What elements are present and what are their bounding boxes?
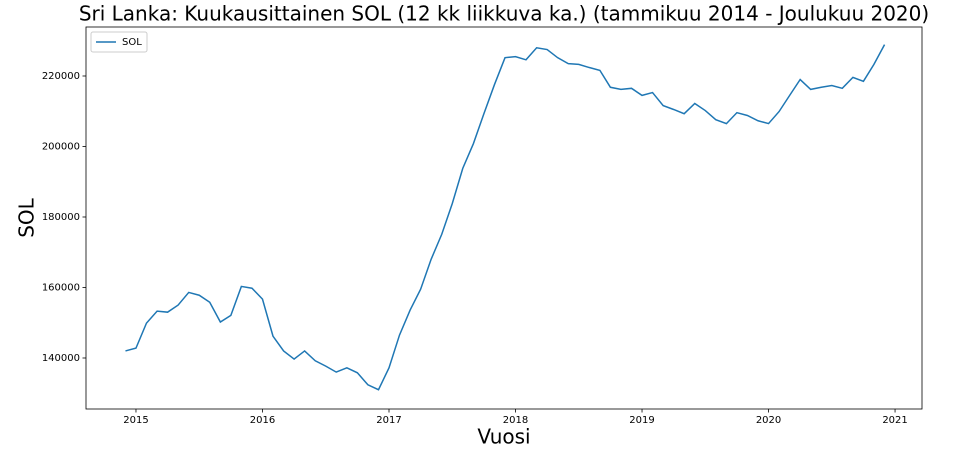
x-tick-label: 2017 bbox=[376, 415, 401, 426]
y-tick-label: 140000 bbox=[42, 353, 80, 364]
y-tick-label: 220000 bbox=[42, 71, 80, 82]
plot-frame bbox=[85, 26, 923, 410]
x-tick-label: 2018 bbox=[503, 415, 528, 426]
x-axis-label: Vuosi bbox=[477, 425, 530, 449]
chart-title: Sri Lanka: Kuukausittainen SOL (12 kk li… bbox=[79, 2, 929, 26]
y-tick-label: 180000 bbox=[42, 212, 80, 223]
x-tick-label: 2015 bbox=[123, 415, 148, 426]
x-tick-label: 2020 bbox=[756, 415, 781, 426]
y-tick-label: 160000 bbox=[42, 282, 80, 293]
x-tick-label: 2021 bbox=[882, 415, 907, 426]
x-tick-label: 2016 bbox=[250, 415, 275, 426]
data-line bbox=[125, 44, 886, 391]
x-tick-label: 2019 bbox=[629, 415, 654, 426]
y-axis-label: SOL bbox=[15, 197, 39, 237]
y-tick-label: 200000 bbox=[42, 141, 80, 152]
legend-box bbox=[90, 31, 148, 53]
legend-label: SOL bbox=[122, 37, 142, 48]
